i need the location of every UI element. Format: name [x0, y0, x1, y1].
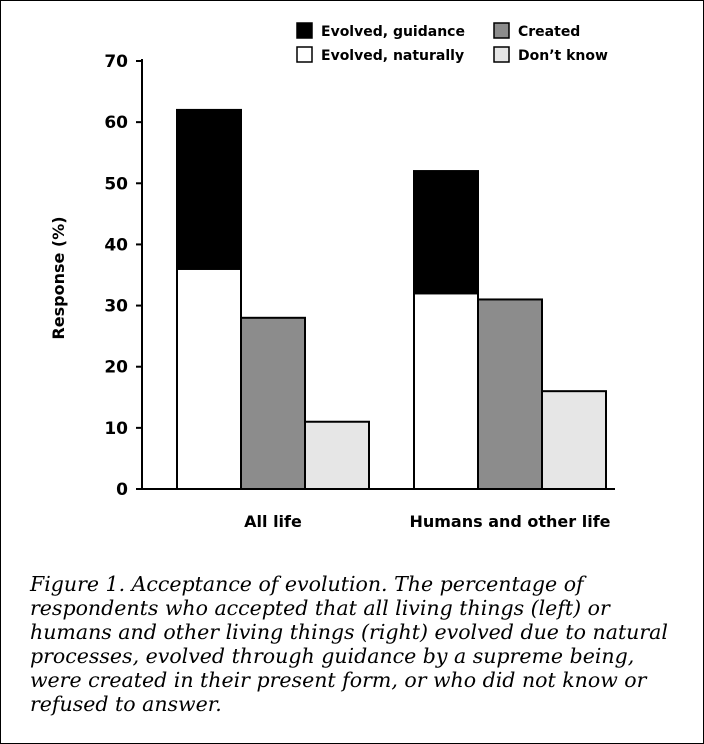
- bar-dontknow-1: [541, 390, 607, 490]
- y-tick-label: 60: [104, 113, 128, 133]
- bar-chart: 0 10 20 30 40 50 60 70 Response (%) All life Human…: [49, 22, 615, 531]
- y-tick-label: 10: [104, 419, 128, 439]
- legend-swatch: [296, 22, 313, 39]
- bar-evolved-1: [413, 170, 479, 295]
- y-tick-label: 40: [104, 235, 128, 255]
- category-label: All life: [244, 512, 302, 531]
- legend-label: Created: [518, 24, 580, 40]
- legend-swatch: [493, 22, 510, 39]
- y-tick-label: 70: [104, 52, 128, 72]
- category-label: Humans and other life: [409, 512, 610, 531]
- y-tick-label: 20: [104, 358, 128, 378]
- bar-evolved-1: [413, 292, 479, 491]
- legend-label: Don’t know: [518, 48, 608, 64]
- bar-evolved-0: [176, 108, 242, 270]
- y-tick-label: 0: [116, 480, 128, 500]
- bar-dontknow-0: [304, 420, 370, 490]
- legend-swatch: [296, 46, 313, 63]
- legend-label: Evolved, naturally: [321, 48, 464, 64]
- y-axis-label: Response (%): [49, 216, 68, 339]
- y-tick-label: 50: [104, 174, 128, 194]
- bar-evolved-0: [176, 267, 242, 490]
- bar-created-0: [240, 316, 306, 490]
- y-tick-label: 30: [104, 297, 128, 317]
- legend-swatch: [493, 46, 510, 63]
- bar-created-1: [477, 298, 543, 491]
- figure-caption: Figure 1. Acceptance of evolution. The p…: [30, 572, 668, 716]
- legend-label: Evolved, guidance: [321, 24, 465, 40]
